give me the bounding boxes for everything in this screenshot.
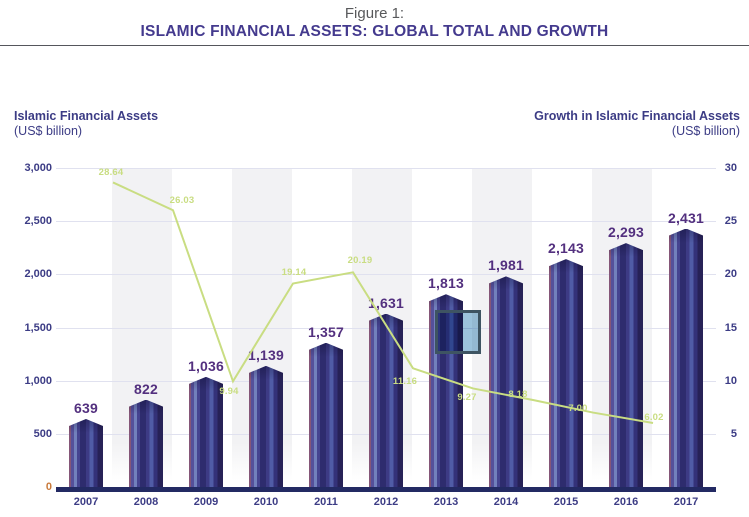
y-axis-tick: 3,000 <box>24 162 52 174</box>
right-axis-tick: 25 <box>724 215 737 228</box>
growth-point-label: 11.16 <box>392 376 418 388</box>
growth-point-label: 28.64 <box>98 167 124 179</box>
year-label: 2015 <box>553 496 579 508</box>
growth-point-label: 19.14 <box>281 267 307 279</box>
bar-value-label: 639 <box>74 400 98 417</box>
gridline <box>56 221 716 223</box>
bar <box>489 276 523 487</box>
bar <box>609 243 643 487</box>
year-label: 2010 <box>253 496 279 508</box>
year-label: 2011 <box>314 496 338 508</box>
figure-label: Figure 1: <box>344 5 405 22</box>
year-label: 2007 <box>73 496 99 508</box>
title-divider <box>0 45 749 46</box>
growth-point-label: 9.27 <box>457 392 477 404</box>
right-axis-subtitle: (US$ billion) <box>671 124 740 138</box>
bar-value-label: 1,139 <box>247 346 285 363</box>
left-axis-title: Islamic Financial Assets (US$ billion) <box>14 109 158 139</box>
bar-value-label: 822 <box>134 380 158 397</box>
selection-rectangle <box>435 310 481 354</box>
bar-value-label: 2,143 <box>547 240 585 257</box>
bar-value-label: 2,293 <box>607 224 645 241</box>
left-axis-title-text: Islamic Financial Assets <box>14 109 159 123</box>
figure-title: ISLAMIC FINANCIAL ASSETS: GLOBAL TOTAL A… <box>140 23 609 40</box>
y-axis-tick: 2,000 <box>24 268 52 281</box>
growth-point-label: 8.18 <box>508 389 528 401</box>
year-label: 2017 <box>673 496 699 508</box>
right-axis-title-text: Growth in Islamic Financial Assets <box>534 109 740 123</box>
year-label: 2012 <box>373 496 399 508</box>
bar-value-label: 1,631 <box>367 294 405 311</box>
baseline <box>56 487 716 492</box>
y-axis-tick: 1,000 <box>24 374 52 387</box>
bar <box>369 313 403 487</box>
growth-point-label: 26.03 <box>169 195 195 207</box>
selection-rectangle-fill <box>438 313 478 351</box>
left-axis-subtitle: (US$ billion) <box>14 124 83 138</box>
bar-value-label: 1,357 <box>307 323 345 340</box>
growth-point-label: 6.02 <box>644 411 664 423</box>
bar <box>249 365 283 487</box>
bar-value-label: 2,431 <box>667 209 705 226</box>
right-axis-tick: 10 <box>724 374 737 387</box>
y-axis-tick: 500 <box>33 427 52 440</box>
year-label: 2016 <box>613 496 639 508</box>
y-axis-tick: 0 <box>45 481 52 493</box>
growth-point-label: 7.00 <box>568 402 588 414</box>
right-axis-tick: 5 <box>730 427 737 440</box>
bar <box>549 259 583 487</box>
y-axis-tick: 2,500 <box>24 215 52 228</box>
gridline <box>56 168 716 169</box>
year-label: 2013 <box>433 496 459 508</box>
growth-point-label: 20.19 <box>347 255 373 267</box>
y-axis-tick: 1,500 <box>24 321 52 334</box>
right-axis-tick: 30 <box>724 162 737 174</box>
bar <box>309 342 343 487</box>
bar <box>669 228 703 487</box>
year-label: 2014 <box>493 496 519 508</box>
right-axis-title: Growth in Islamic Financial Assets (US$ … <box>534 109 740 139</box>
growth-point-label: 9.94 <box>219 386 239 398</box>
right-axis-tick: 15 <box>724 321 737 334</box>
year-label: 2008 <box>133 496 159 508</box>
bar-value-label: 1,813 <box>427 275 465 292</box>
right-axis-tick: 20 <box>724 268 737 281</box>
bar <box>129 399 163 487</box>
year-label: 2009 <box>193 496 219 508</box>
bar <box>69 419 103 487</box>
bar-value-label: 1,981 <box>487 257 525 274</box>
